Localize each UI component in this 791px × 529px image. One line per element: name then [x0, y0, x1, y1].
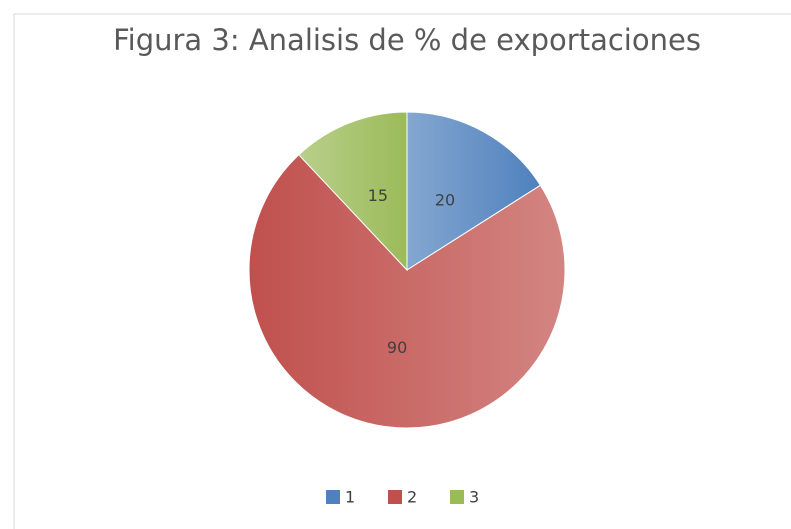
legend-swatch	[326, 490, 340, 504]
pie-slice	[406, 111, 542, 271]
legend-label: 1	[345, 488, 355, 507]
legend-label: 3	[469, 488, 479, 507]
pie-slice	[298, 111, 408, 272]
legend-label: 2	[407, 488, 417, 507]
chart-frame	[13, 13, 791, 529]
data-label: 90	[387, 338, 407, 357]
legend-swatch	[388, 490, 402, 504]
chart-title: Figura 3: Analisis de % de exportaciones	[113, 23, 701, 57]
legend-swatch	[450, 490, 464, 504]
data-label: 20	[435, 190, 455, 209]
data-label: 15	[368, 186, 388, 205]
pie-slice	[248, 154, 566, 429]
